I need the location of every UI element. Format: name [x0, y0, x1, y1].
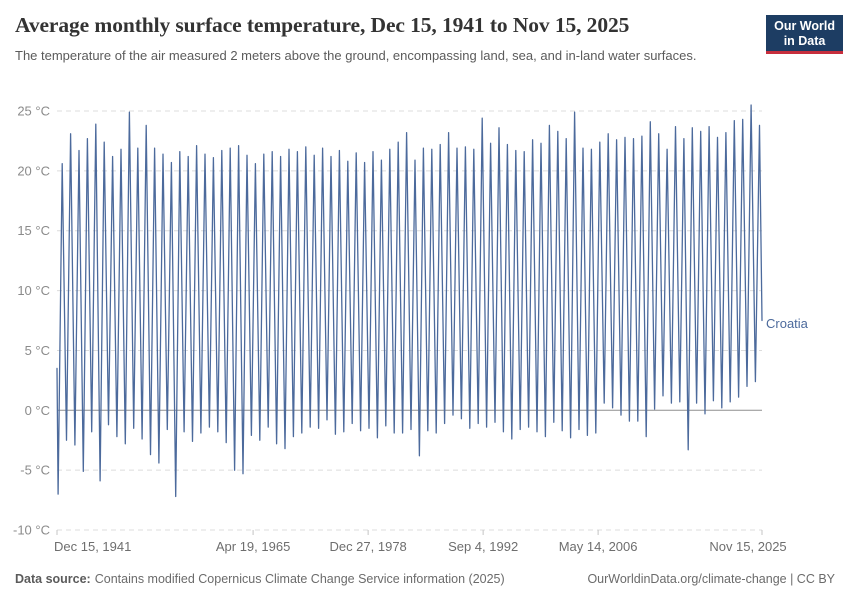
y-tick-label: 25 °C [17, 104, 50, 119]
y-tick-label: 5 °C [25, 343, 50, 358]
chart-footer: Data source: Contains modified Copernicus… [15, 572, 835, 586]
temperature-line [56, 104, 763, 498]
data-source-label: Data source: [15, 572, 91, 586]
y-tick-label: -5 °C [20, 463, 50, 478]
x-tick-label: Apr 19, 1965 [216, 539, 290, 554]
chart-header: Average monthly surface temperature, Dec… [15, 13, 745, 66]
chart-subtitle: The temperature of the air measured 2 me… [15, 48, 697, 63]
logo-line-1: Our World [774, 19, 835, 33]
logo-line-2: in Data [783, 33, 826, 48]
x-tick-label: Dec 15, 1941 [54, 539, 131, 554]
x-tick-label: Dec 27, 1978 [329, 539, 406, 554]
entity-label-croatia[interactable]: Croatia [766, 316, 808, 331]
line-chart: 25 °C 20 °C 15 °C 10 °C 5 °C 0 °C -5 °C -10 °C D… [13, 104, 787, 554]
y-tick-label: 20 °C [17, 163, 50, 178]
data-source-text: Contains modified Copernicus Climate Cha… [94, 572, 505, 586]
y-tick-label: 15 °C [17, 223, 50, 238]
owid-citation-link[interactable]: OurWorldinData.org/climate-change | CC B… [587, 572, 835, 586]
y-tick-label: -10 °C [13, 523, 50, 538]
x-tick-label: May 14, 2006 [559, 539, 638, 554]
y-tick-label: 0 °C [25, 403, 50, 418]
y-tick-label: 10 °C [17, 283, 50, 298]
x-tick-label: Sep 4, 1992 [448, 539, 518, 554]
owid-logo: Our World in Data [766, 15, 843, 54]
x-tick-label: Nov 15, 2025 [709, 539, 786, 554]
data-source: Data source: Contains modified Copernicus… [15, 572, 505, 586]
chart-title: Average monthly surface temperature, Dec… [15, 13, 630, 37]
